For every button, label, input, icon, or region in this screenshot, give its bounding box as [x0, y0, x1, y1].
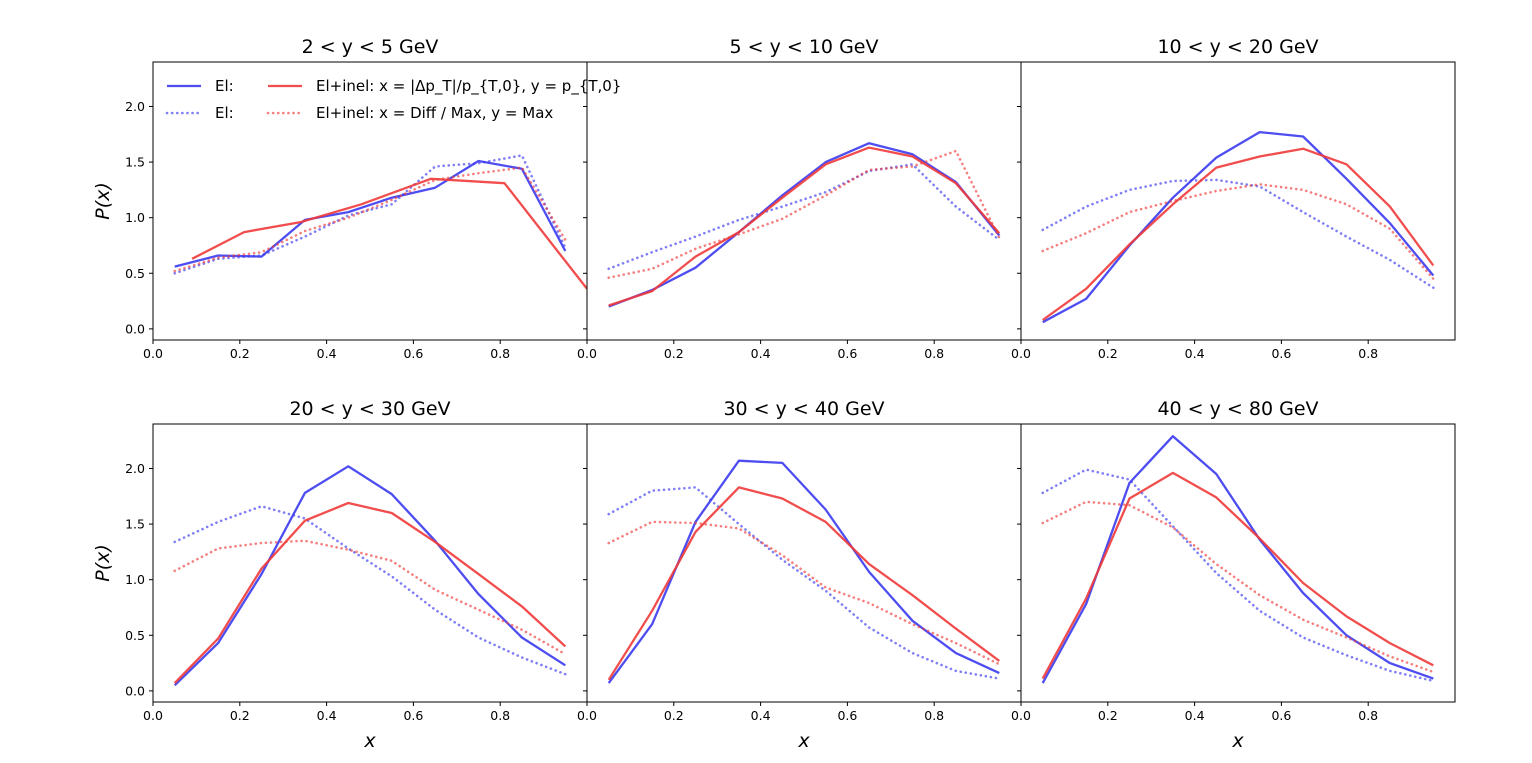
x-tick-label: 0.0 [143, 346, 163, 361]
x-tick-label: 0.8 [490, 708, 510, 723]
series-line-red-solid [1041, 471, 1434, 680]
panel-5: 30 < y < 40 GeV 0.0 0.2 0.4 0.6 0.8 x [577, 398, 1022, 752]
panel-grid: 2 < y < 5 GeV 0.0 0.2 0.4 0.6 0.8 0.0 0.5 1.0 1.5… [92, 36, 1456, 752]
y-tick-label: 0.5 [125, 266, 145, 281]
x-tick-label: 0.8 [1358, 708, 1378, 723]
panel-title: 10 < y < 20 GeV [1157, 36, 1318, 58]
panel-title: 30 < y < 40 GeV [723, 398, 884, 420]
x-tick-label: 0.6 [403, 708, 423, 723]
series-line-red-dotted [607, 149, 1001, 280]
panel-4: 20 < y < 30 GeV 0.0 0.2 0.4 0.6 0.8 0.0 0.5 1.0 1… [92, 398, 588, 752]
panel-title: 2 < y < 5 GeV [302, 36, 439, 58]
y-tick-label: 0.0 [125, 683, 145, 698]
series-line-red-solid [607, 486, 1000, 681]
x-tick-label: 0.6 [403, 346, 423, 361]
x-tick-label: 0.0 [577, 708, 597, 723]
series-line-blue-dotted [607, 486, 1001, 680]
x-tick-label: 0.0 [577, 346, 597, 361]
series-line-blue-dotted [1041, 468, 1435, 683]
x-tick-label: 0.6 [1271, 708, 1291, 723]
series-line-red-solid [173, 501, 567, 684]
x-axis-label: x [797, 730, 810, 752]
legend-label: El+inel: x = |Δp_T|/p_{T,0}, y = p_{T,0} [316, 77, 621, 96]
series-line-blue-solid [608, 142, 1001, 308]
legend-label: El: [215, 77, 234, 95]
legend: El: El: El+inel: x = |Δp_T|/p_{T,0}, y = p… [165, 77, 621, 122]
x-tick-label: 0.0 [1011, 346, 1031, 361]
x-axis-label: x [1231, 730, 1244, 752]
x-axis-label: x [363, 730, 376, 752]
axes-frame [586, 61, 1022, 341]
x-tick-label: 0.4 [317, 346, 337, 361]
y-tick-label: 2.0 [125, 461, 145, 476]
panel-6: 40 < y < 80 GeV 0.0 0.2 0.4 0.6 0.8 x [1011, 398, 1456, 752]
series-line-blue-solid [1042, 130, 1435, 324]
y-axis-label: P(x) [92, 182, 114, 220]
series-line-blue-dotted [607, 163, 1001, 271]
panel-2: 5 < y < 10 GeV 0.0 0.2 0.4 0.6 0.8 [577, 36, 1022, 361]
axes-frame [586, 423, 1022, 703]
x-tick-label: 0.8 [924, 708, 944, 723]
x-tick-label: 0.6 [837, 346, 857, 361]
series-line-blue-solid [173, 465, 566, 687]
x-tick-label: 0.8 [1358, 346, 1378, 361]
x-tick-label: 0.0 [1011, 708, 1031, 723]
y-tick-label: 2.0 [125, 99, 145, 114]
axes-frame [1020, 61, 1456, 341]
x-tick-label: 0.4 [317, 708, 337, 723]
y-tick-label: 1.5 [125, 155, 145, 170]
series-line-red-dotted [173, 166, 567, 273]
x-tick-label: 0.6 [1271, 346, 1291, 361]
x-tick-label: 0.2 [664, 346, 684, 361]
series-line-blue-dotted [173, 504, 567, 676]
y-tick-label: 1.5 [125, 517, 145, 532]
series-line-blue-dotted [173, 154, 567, 275]
panel-title: 40 < y < 80 GeV [1157, 398, 1318, 420]
x-tick-label: 0.4 [1185, 708, 1205, 723]
axes-frame [152, 423, 588, 703]
y-tick-label: 0.5 [125, 628, 145, 643]
series-line-blue-dotted [1041, 178, 1435, 290]
y-tick-label: 0.0 [125, 321, 145, 336]
x-tick-label: 0.8 [490, 346, 510, 361]
x-tick-label: 0.2 [230, 708, 250, 723]
panel-title: 5 < y < 10 GeV [730, 36, 879, 58]
series-line-red-solid [191, 177, 587, 290]
x-tick-label: 0.2 [1098, 346, 1118, 361]
series-line-red-solid [608, 146, 1001, 307]
x-tick-label: 0.8 [924, 346, 944, 361]
panel-3: 10 < y < 20 GeV 0.0 0.2 0.4 0.6 0.8 [1011, 36, 1456, 361]
y-tick-label: 1.0 [125, 572, 145, 587]
x-tick-label: 0.2 [664, 708, 684, 723]
series-line-blue-solid [1041, 435, 1434, 684]
series-line-red-solid [1042, 147, 1435, 321]
series-line-red-dotted [1041, 183, 1435, 281]
x-tick-label: 0.2 [1098, 708, 1118, 723]
series-line-red-dotted [173, 539, 567, 656]
x-tick-label: 0.4 [1185, 346, 1205, 361]
legend-label: El+inel: x = Diff / Max, y = Max [316, 104, 553, 122]
series-line-blue-solid [174, 159, 567, 268]
y-tick-label: 1.0 [125, 210, 145, 225]
panel-title: 20 < y < 30 GeV [289, 398, 450, 420]
x-tick-label: 0.4 [751, 708, 771, 723]
series-line-red-dotted [607, 520, 1001, 666]
axes-frame [1020, 423, 1456, 703]
legend-label: El: [215, 104, 234, 122]
series-line-red-dotted [1041, 500, 1435, 674]
x-tick-label: 0.0 [143, 708, 163, 723]
y-axis-label: P(x) [92, 544, 114, 582]
x-tick-label: 0.6 [837, 708, 857, 723]
x-tick-label: 0.2 [230, 346, 250, 361]
x-tick-label: 0.4 [751, 346, 771, 361]
